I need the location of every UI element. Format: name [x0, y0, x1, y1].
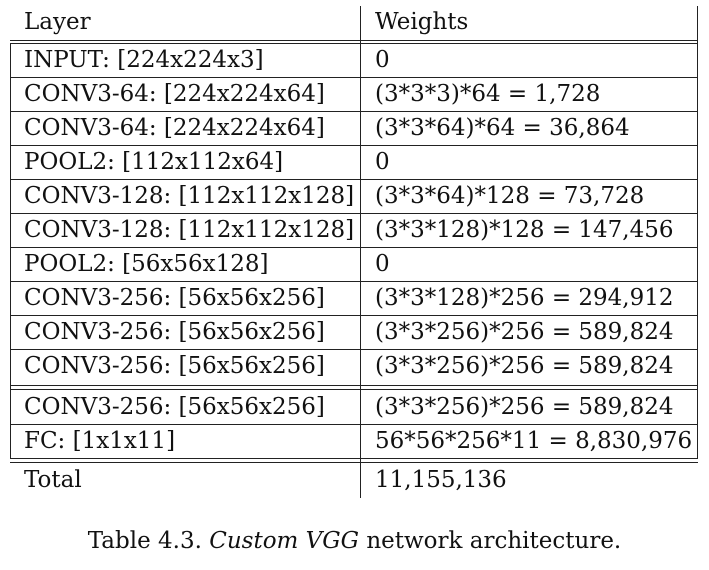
- table-total-row: Total 11,155,136: [10, 464, 698, 496]
- weights-cell: (3*3*64)*64 = 36,864: [375, 115, 630, 141]
- layer-cell: POOL2: [56x56x128]: [24, 251, 269, 277]
- row-divider: [10, 424, 698, 425]
- layer-cell: CONV3-256: [56x56x256]: [24, 353, 325, 379]
- layer-cell: CONV3-256: [56x56x256]: [24, 319, 325, 345]
- layer-cell: CONV3-64: [224x224x64]: [24, 115, 325, 141]
- table-row: INPUT: [224x224x3] 0: [10, 44, 698, 76]
- table-row: CONV3-256: [56x56x256] (3*3*256)*256 = 5…: [10, 316, 698, 348]
- row-divider: [10, 111, 698, 112]
- weights-cell: (3*3*256)*256 = 589,824: [375, 319, 674, 345]
- row-divider: [10, 315, 698, 316]
- layer-cell: INPUT: [224x224x3]: [24, 47, 264, 73]
- row-divider: [10, 179, 698, 180]
- table-header-row: Layer Weights: [10, 6, 698, 38]
- weights-cell: (3*3*256)*256 = 589,824: [375, 353, 674, 379]
- weights-cell: 56*56*256*11 = 8,830,976: [375, 428, 693, 454]
- table-row: POOL2: [112x112x64] 0: [10, 146, 698, 178]
- layer-cell: CONV3-128: [112x112x128]: [24, 183, 355, 209]
- caption-prefix: Table 4.3.: [87, 528, 202, 554]
- rule-double-top: [10, 385, 698, 386]
- rule-total-top: [10, 458, 698, 459]
- header-weights: Weights: [375, 9, 469, 35]
- row-divider: [10, 281, 698, 282]
- table-row: CONV3-64: [224x224x64] (3*3*3)*64 = 1,72…: [10, 78, 698, 110]
- weights-cell: (3*3*128)*256 = 294,912: [375, 285, 674, 311]
- weights-cell: (3*3*128)*128 = 147,456: [375, 217, 674, 243]
- table-right-border: [697, 6, 698, 458]
- layer-cell: CONV3-64: [224x224x64]: [24, 81, 325, 107]
- header-layer: Layer: [24, 9, 91, 35]
- table-caption: Table 4.3. Custom VGG network architectu…: [0, 528, 709, 554]
- table-row: CONV3-128: [112x112x128] (3*3*128)*128 =…: [10, 214, 698, 246]
- table-row: FC: [1x1x11] 56*56*256*11 = 8,830,976: [10, 425, 698, 457]
- total-value: 11,155,136: [375, 467, 507, 493]
- weights-cell: 0: [375, 149, 390, 175]
- rule-header-top: [10, 40, 698, 41]
- weights-cell: 0: [375, 47, 390, 73]
- layer-cell: CONV3-256: [56x56x256]: [24, 285, 325, 311]
- rule-total-bottom: [10, 462, 698, 463]
- layer-cell: POOL2: [112x112x64]: [24, 149, 284, 175]
- total-label: Total: [24, 467, 82, 493]
- row-divider: [10, 349, 698, 350]
- vgg-architecture-table: Layer Weights INPUT: [224x224x3] 0 CONV3…: [10, 6, 698, 498]
- table-row: CONV3-256: [56x56x256] (3*3*128)*256 = 2…: [10, 282, 698, 314]
- weights-cell: (3*3*64)*128 = 73,728: [375, 183, 645, 209]
- table-row: POOL2: [56x56x128] 0: [10, 248, 698, 280]
- table-left-border: [10, 43, 11, 458]
- row-divider: [10, 213, 698, 214]
- caption-suffix: network architecture.: [366, 528, 622, 554]
- weights-cell: (3*3*256)*256 = 589,824: [375, 394, 674, 420]
- rule-double-bottom: [10, 389, 698, 390]
- table-row: CONV3-256: [56x56x256] (3*3*256)*256 = 5…: [10, 350, 698, 382]
- layer-cell: FC: [1x1x11]: [24, 428, 176, 454]
- row-divider: [10, 77, 698, 78]
- caption-emphasis: Custom VGG: [209, 528, 360, 554]
- table-row: CONV3-128: [112x112x128] (3*3*64)*128 = …: [10, 180, 698, 212]
- table-row: CONV3-256: [56x56x256] (3*3*256)*256 = 5…: [10, 391, 698, 423]
- rule-header-bottom: [10, 43, 698, 44]
- row-divider: [10, 247, 698, 248]
- column-divider: [360, 6, 361, 498]
- layer-cell: CONV3-128: [112x112x128]: [24, 217, 355, 243]
- row-divider: [10, 145, 698, 146]
- table-row: CONV3-64: [224x224x64] (3*3*64)*64 = 36,…: [10, 112, 698, 144]
- weights-cell: (3*3*3)*64 = 1,728: [375, 81, 601, 107]
- layer-cell: CONV3-256: [56x56x256]: [24, 394, 325, 420]
- weights-cell: 0: [375, 251, 390, 277]
